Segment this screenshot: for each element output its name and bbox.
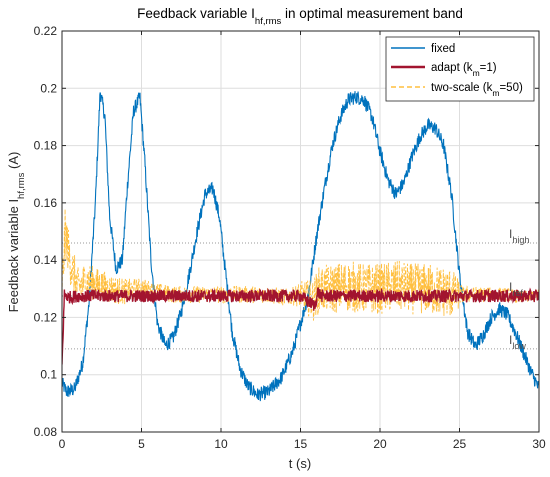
- y-tick-label-2: 0.12: [34, 310, 58, 324]
- y-tick-label-5: 0.18: [34, 139, 58, 153]
- legend-label-adapt-main: adapt (k: [431, 62, 473, 74]
- legend-label-two-scale-rest: =50): [499, 82, 523, 94]
- annotation-low: Ilow: [509, 333, 526, 351]
- x-tick-label-3: 15: [294, 437, 308, 451]
- annotation-high: Ihigh: [509, 227, 529, 245]
- chart-title-subscript: hf,rms: [255, 16, 282, 27]
- x-tick-label-6: 30: [532, 437, 546, 451]
- x-axis-label: t (s): [289, 456, 311, 471]
- series-group: [62, 91, 539, 402]
- y-axis-label-rest: (A): [6, 152, 21, 173]
- legend-label-two-scale-sub: m: [492, 88, 499, 98]
- x-tick-label-0: 0: [59, 437, 66, 451]
- legend-label-fixed: fixed: [431, 43, 455, 55]
- legend-label-fixed-main: fixed: [431, 43, 455, 55]
- legend-label-two-scale-main: two-scale (k: [431, 82, 493, 94]
- chart-title-main: Feedback variable I: [137, 6, 255, 21]
- y-axis-ticks: 0.08 0.1 0.12 0.14 0.16 0.18 0.2 0.22: [34, 24, 539, 439]
- y-tick-label-3: 0.14: [34, 253, 58, 267]
- x-tick-label-1: 5: [138, 437, 145, 451]
- legend-label-two-scale: two-scale (km=50): [431, 82, 523, 98]
- y-tick-label-1: 0.1: [40, 368, 57, 382]
- x-axis-ticks: 0 5 10 15 20 25 30: [59, 31, 546, 451]
- x-tick-label-2: 10: [214, 437, 228, 451]
- y-tick-label-7: 0.22: [34, 24, 58, 38]
- legend: fixed adapt (km=1) two-scale (km=50): [385, 36, 535, 102]
- series-line-0: [62, 91, 539, 402]
- annotation-ref: Iref: [509, 280, 523, 298]
- y-axis-label-subscript: hf,rms: [16, 172, 27, 199]
- chart-title-rest: in optimal measurement band: [281, 6, 463, 21]
- y-tick-label-6: 0.2: [40, 81, 57, 95]
- legend-label-adapt-rest: =1): [480, 62, 497, 74]
- x-tick-label-4: 20: [373, 437, 387, 451]
- y-axis-label: Feedback variable Ihf,rms (A): [6, 152, 27, 313]
- annotations: Ihigh Iref Ilow: [509, 227, 529, 351]
- y-tick-label-0: 0.08: [34, 425, 58, 439]
- chart-title: Feedback variable Ihf,rms in optimal mea…: [137, 6, 463, 27]
- y-axis-label-main: Feedback variable I: [6, 199, 21, 312]
- x-tick-label-5: 25: [453, 437, 467, 451]
- legend-label-adapt-sub: m: [473, 68, 480, 78]
- series-line-2: [62, 287, 539, 365]
- y-tick-label-4: 0.16: [34, 196, 58, 210]
- legend-label-adapt: adapt (km=1): [431, 62, 497, 78]
